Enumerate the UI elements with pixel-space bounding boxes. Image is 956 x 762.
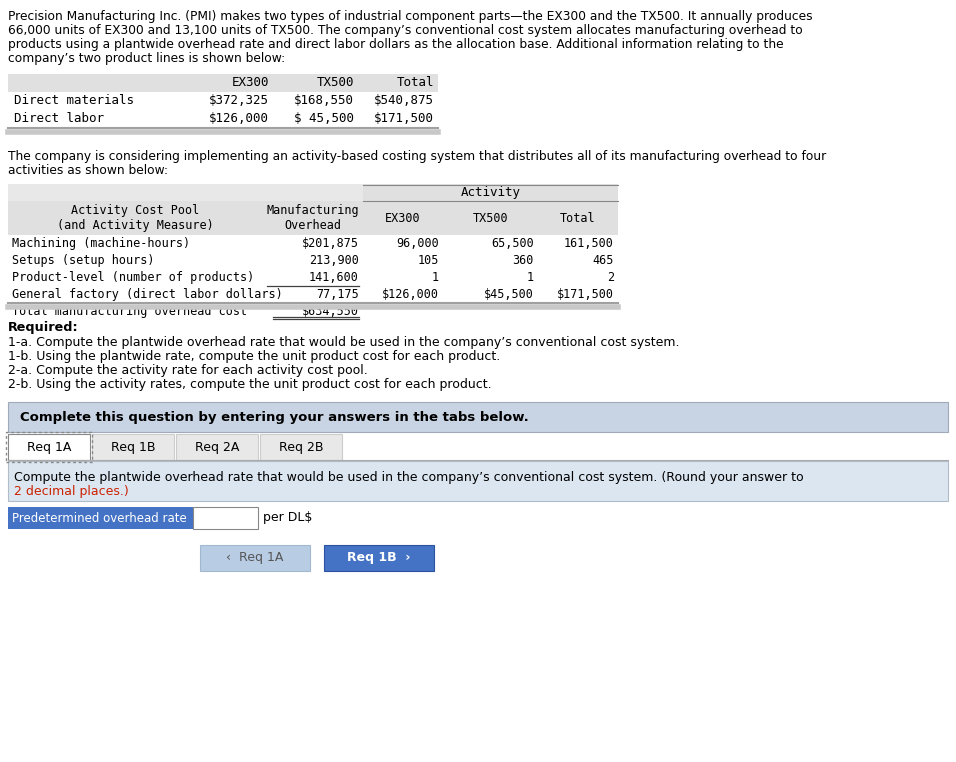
Text: Direct materials: Direct materials xyxy=(14,94,134,107)
Text: $168,550: $168,550 xyxy=(294,94,354,107)
Text: General factory (direct labor dollars): General factory (direct labor dollars) xyxy=(12,288,283,301)
Text: Activity: Activity xyxy=(461,186,520,199)
Text: $126,000: $126,000 xyxy=(209,113,269,126)
Text: 1-b. Using the plantwide rate, compute the unit product cost for each product.: 1-b. Using the plantwide rate, compute t… xyxy=(8,350,500,363)
Text: activities as shown below:: activities as shown below: xyxy=(8,164,168,177)
Bar xyxy=(363,184,618,201)
Text: TX500: TX500 xyxy=(472,212,509,225)
Bar xyxy=(8,461,948,501)
Text: 96,000: 96,000 xyxy=(396,237,439,250)
Bar xyxy=(8,92,438,128)
Text: EX300: EX300 xyxy=(385,212,421,225)
Bar xyxy=(176,434,258,460)
Text: Req 2B: Req 2B xyxy=(279,440,323,453)
Text: Predetermined overhead rate: Predetermined overhead rate xyxy=(12,511,186,524)
Bar xyxy=(8,434,90,460)
Text: 465: 465 xyxy=(593,254,614,267)
Text: Required:: Required: xyxy=(8,321,78,334)
Text: 213,900: 213,900 xyxy=(309,254,359,267)
Bar xyxy=(8,184,618,303)
Text: TX500: TX500 xyxy=(316,76,354,89)
Text: Product-level (number of products): Product-level (number of products) xyxy=(12,271,254,284)
Text: $ 45,500: $ 45,500 xyxy=(294,113,354,126)
Bar xyxy=(8,507,193,529)
Text: $171,500: $171,500 xyxy=(374,113,434,126)
Text: Direct labor: Direct labor xyxy=(14,113,104,126)
Text: 105: 105 xyxy=(418,254,439,267)
Text: 2-a. Compute the activity rate for each activity cost pool.: 2-a. Compute the activity rate for each … xyxy=(8,364,368,377)
Text: 141,600: 141,600 xyxy=(309,271,359,284)
Text: 2-b. Using the activity rates, compute the unit product cost for each product.: 2-b. Using the activity rates, compute t… xyxy=(8,378,491,391)
Text: 360: 360 xyxy=(512,254,534,267)
Text: 66,000 units of EX300 and 13,100 units of TX500. The company’s conventional cost: 66,000 units of EX300 and 13,100 units o… xyxy=(8,24,803,37)
Text: Total: Total xyxy=(397,76,434,89)
Bar xyxy=(8,74,438,92)
Text: The company is considering implementing an activity-based costing system that di: The company is considering implementing … xyxy=(8,150,826,163)
Text: Req 1B  ›: Req 1B › xyxy=(347,552,411,565)
Text: 1: 1 xyxy=(527,271,534,284)
Text: ‹  Req 1A: ‹ Req 1A xyxy=(227,552,284,565)
Text: Req 1B: Req 1B xyxy=(111,440,155,453)
Bar xyxy=(8,74,438,128)
Text: Setups (setup hours): Setups (setup hours) xyxy=(12,254,155,267)
Text: company’s two product lines is shown below:: company’s two product lines is shown bel… xyxy=(8,52,285,65)
Text: Total manufacturing overhead cost: Total manufacturing overhead cost xyxy=(12,305,247,318)
Text: 65,500: 65,500 xyxy=(491,237,534,250)
Text: $634,550: $634,550 xyxy=(302,305,359,318)
Text: Manufacturing
Overhead: Manufacturing Overhead xyxy=(267,204,359,232)
Text: 161,500: 161,500 xyxy=(564,237,614,250)
Text: per DL$: per DL$ xyxy=(263,511,313,524)
Text: 2: 2 xyxy=(607,271,614,284)
Text: $201,875: $201,875 xyxy=(302,237,359,250)
Text: Total: Total xyxy=(560,212,596,225)
Text: Precision Manufacturing Inc. (PMI) makes two types of industrial component parts: Precision Manufacturing Inc. (PMI) makes… xyxy=(8,10,813,23)
Text: Complete this question by entering your answers in the tabs below.: Complete this question by entering your … xyxy=(20,411,529,424)
Bar xyxy=(324,545,434,571)
Text: EX300: EX300 xyxy=(231,76,269,89)
Text: products using a plantwide overhead rate and direct labor dollars as the allocat: products using a plantwide overhead rate… xyxy=(8,38,784,51)
Text: 1-a. Compute the plantwide overhead rate that would be used in the company’s con: 1-a. Compute the plantwide overhead rate… xyxy=(8,336,680,349)
Text: $372,325: $372,325 xyxy=(209,94,269,107)
Text: Machining (machine-hours): Machining (machine-hours) xyxy=(12,237,190,250)
Bar xyxy=(193,507,258,529)
Bar xyxy=(260,434,342,460)
Text: 1: 1 xyxy=(432,271,439,284)
Text: Activity Cost Pool
(and Activity Measure): Activity Cost Pool (and Activity Measure… xyxy=(57,204,214,232)
Text: Req 1A: Req 1A xyxy=(27,440,71,453)
Bar xyxy=(8,402,948,432)
Text: Compute the plantwide overhead rate that would be used in the company’s conventi: Compute the plantwide overhead rate that… xyxy=(14,471,804,484)
Text: 77,175: 77,175 xyxy=(316,288,359,301)
Text: $126,000: $126,000 xyxy=(382,288,439,301)
Text: Req 2A: Req 2A xyxy=(195,440,239,453)
Text: $171,500: $171,500 xyxy=(557,288,614,301)
Bar xyxy=(92,434,174,460)
Bar xyxy=(200,545,310,571)
Bar xyxy=(8,218,618,303)
Text: 2 decimal places.): 2 decimal places.) xyxy=(14,485,129,498)
Bar xyxy=(8,201,618,235)
Text: $45,500: $45,500 xyxy=(484,288,534,301)
Bar xyxy=(6,432,92,462)
Text: $540,875: $540,875 xyxy=(374,94,434,107)
